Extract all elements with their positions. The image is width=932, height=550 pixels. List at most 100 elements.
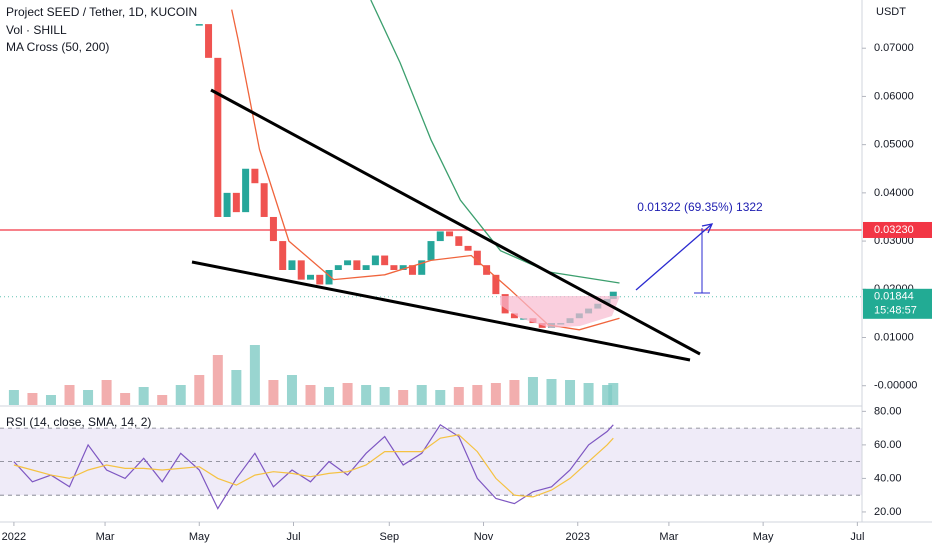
volume-bar: [83, 390, 94, 405]
y-tick-label: 0.05000: [874, 139, 914, 151]
volume-bar: [379, 387, 390, 405]
candle: [214, 57, 222, 217]
volume-bar: [509, 380, 520, 405]
candle: [399, 265, 407, 270]
price-label: 0.03230: [874, 224, 914, 236]
x-tick-label: May: [753, 531, 774, 543]
volume-bar: [101, 380, 112, 405]
candle: [473, 250, 481, 266]
rsi-title: RSI (14, close, SMA, 14, 2): [6, 415, 151, 429]
volume-bar: [342, 383, 353, 405]
volume-bar: [472, 385, 483, 405]
volume-bar: [138, 387, 149, 405]
candle: [427, 241, 435, 261]
candle: [232, 192, 240, 213]
highlight-zone: [500, 296, 620, 328]
arrow-head: [701, 223, 714, 234]
volume-bar: [416, 385, 427, 405]
candle: [408, 265, 416, 275]
candle: [344, 260, 352, 266]
y-tick-label: -0.00000: [874, 380, 917, 392]
volume-bar: [45, 395, 56, 405]
candle: [205, 24, 213, 58]
candle: [483, 265, 491, 275]
volume-bar: [231, 370, 242, 405]
measure-label: 0.01322 (69.35%) 1322: [637, 200, 763, 214]
volume-bar: [546, 379, 557, 405]
candle: [353, 260, 361, 270]
candle: [492, 274, 500, 295]
volume-bar: [602, 385, 613, 405]
candle: [455, 236, 463, 246]
trendline-lower: [191, 260, 691, 362]
x-tick-label: Nov: [474, 531, 494, 543]
candle: [381, 255, 389, 266]
candle: [251, 168, 259, 184]
x-tick-label: Mar: [96, 531, 115, 543]
y-tick-label: 0.06000: [874, 90, 914, 102]
candle: [195, 24, 203, 26]
plot-area: [0, 0, 862, 510]
indicator-label: MA Cross (50, 200): [6, 40, 109, 54]
volume-bar: [565, 380, 576, 405]
volume-bar: [212, 355, 223, 405]
volume-bar: [305, 385, 316, 405]
volume-bar: [527, 377, 538, 405]
currency-label: USDT: [876, 6, 906, 18]
volume-bar: [324, 387, 335, 405]
volume-bar: [64, 385, 75, 405]
volume-bar: [608, 383, 619, 405]
volume-bar: [194, 375, 205, 405]
volume-bar: [453, 387, 464, 405]
candle: [297, 260, 305, 280]
volume-bar: [157, 395, 168, 405]
series-line: [13, 434, 614, 498]
x-tick-label: 2022: [2, 531, 26, 543]
candle: [334, 265, 342, 270]
candle: [436, 231, 444, 242]
volume-bar: [175, 385, 186, 405]
x-tick-label: Mar: [659, 531, 678, 543]
volume-bar: [583, 383, 594, 405]
candle: [446, 231, 454, 237]
y-tick-label: 0.04000: [874, 187, 914, 199]
volume-bar: [361, 385, 372, 405]
countdown-label: 15:48:57: [874, 305, 917, 317]
x-tick-label: Sep: [380, 531, 400, 543]
candle: [316, 274, 324, 285]
candle: [609, 291, 617, 299]
volume-bar: [435, 390, 446, 405]
candle: [362, 265, 370, 270]
volume-bar: [286, 375, 297, 405]
projection-arrow: [635, 223, 713, 291]
price-label-box: [863, 288, 932, 319]
y-tick-label: 80.00: [874, 405, 902, 417]
y-tick-label: 40.00: [874, 472, 902, 484]
candle: [223, 192, 231, 217]
candle: [279, 241, 287, 270]
volume-bar: [268, 380, 279, 405]
price-label-box: [863, 221, 932, 238]
candle: [288, 260, 296, 270]
candle: [538, 323, 546, 328]
volume-bar: [490, 383, 501, 405]
volume-bar: [27, 393, 38, 405]
x-tick-label: Jul: [286, 531, 300, 543]
y-tick-label: 0.01000: [874, 331, 914, 343]
candle: [371, 255, 379, 266]
axes: 2022 Mar May Jul Sep Nov 2023 Mar May Jul 0.07000 0…: [2, 42, 932, 543]
volume-bar: [249, 345, 260, 405]
volume-bar: [398, 390, 409, 405]
candle: [418, 260, 426, 275]
candle: [242, 168, 250, 213]
trendline-upper: [210, 88, 701, 356]
candle: [464, 245, 472, 251]
y-tick-label: 20.00: [874, 506, 902, 518]
candle: [260, 183, 268, 217]
series-line: [13, 423, 614, 510]
volume-bar: [120, 393, 131, 405]
chart-title: Project SEED / Tether, 1D, KUCOIN: [6, 5, 197, 19]
candle: [325, 270, 333, 285]
